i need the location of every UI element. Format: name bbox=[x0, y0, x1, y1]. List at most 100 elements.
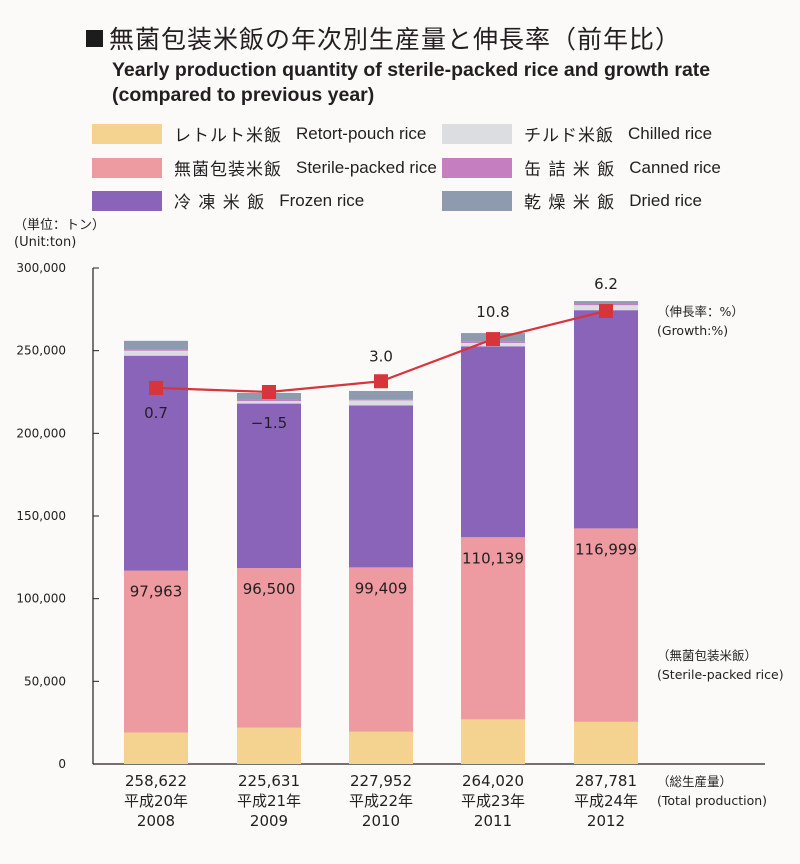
bar-segment-frozen-rice bbox=[574, 310, 638, 529]
y-tick-label: 0 bbox=[58, 757, 66, 771]
chart-title-english-line1: Yearly production quantity of sterile-pa… bbox=[112, 59, 711, 81]
chart-title-english-line2: (compared to previous year) bbox=[112, 84, 375, 106]
x-tick-label-jp: 平成20年 bbox=[124, 792, 188, 810]
y-tick-label: 200,000 bbox=[16, 426, 66, 440]
y-axis-ticks: 0 50,000 100,000 150,000 200,000 250,000 300,0… bbox=[16, 261, 99, 771]
bar-segment-frozen-rice bbox=[237, 403, 301, 569]
sterile-annotation-en: (Sterile-packed rice) bbox=[657, 667, 784, 682]
y-tick-label: 50,000 bbox=[24, 674, 66, 688]
y-tick-label: 150,000 bbox=[16, 509, 66, 523]
bar-segment-chilled-rice bbox=[124, 350, 188, 356]
bar-segment-sterile-packed-rice bbox=[237, 568, 301, 728]
bar-segment-retort-pouch-rice bbox=[574, 721, 638, 764]
bar-segment-sterile-packed-rice bbox=[349, 567, 413, 732]
bar-segment-dried-rice bbox=[349, 390, 413, 400]
legend-label-en: Canned rice bbox=[629, 157, 721, 177]
growth-value-label: 3.0 bbox=[369, 347, 393, 365]
legend-item-retort: レトルト米飯 Retort-pouch rice bbox=[92, 121, 426, 146]
total-annotation-jp: （総生産量） bbox=[657, 774, 732, 789]
side-annotations: （伸長率：%） (Growth:%) （無菌包装米飯） (Sterile-pac… bbox=[657, 304, 784, 808]
legend-label-en: Chilled rice bbox=[628, 123, 713, 143]
bar-segment-sterile-packed-rice bbox=[461, 537, 525, 720]
growth-marker bbox=[486, 332, 500, 347]
legend-label-jp: 缶 詰 米 飯 bbox=[524, 160, 616, 180]
bar-segment-canned-rice bbox=[124, 349, 188, 351]
bar-segment-chilled-rice bbox=[349, 400, 413, 406]
growth-value-label: −1.5 bbox=[251, 414, 287, 432]
legend-item-chilled: チルド米飯 Chilled rice bbox=[442, 121, 712, 146]
x-axis-labels: 258,622 平成20年 2008 225,631 平成21年 2009 227,952 平… bbox=[124, 772, 638, 830]
sterile-value-label: 110,139 bbox=[462, 549, 524, 567]
bar-segment-retort-pouch-rice bbox=[237, 727, 301, 764]
bar-segment-retort-pouch-rice bbox=[349, 731, 413, 764]
x-tick-label-year: 2012 bbox=[587, 812, 625, 830]
sterile-annotation-jp: （無菌包装米飯） bbox=[657, 648, 757, 663]
legend-item-dried: 乾 燥 米 飯 Dried rice bbox=[442, 188, 702, 213]
legend-swatch-chilled bbox=[442, 123, 512, 144]
growth-value-label: 6.2 bbox=[594, 275, 618, 293]
legend-swatch-frozen bbox=[92, 190, 162, 211]
unit-label-en: (Unit:ton) bbox=[14, 235, 77, 250]
growth-marker bbox=[374, 374, 388, 389]
legend-label-en: Frozen rice bbox=[279, 190, 365, 210]
bar-segment-sterile-packed-rice bbox=[124, 570, 188, 733]
y-tick-label: 300,000 bbox=[16, 261, 66, 275]
legend-label-jp: 無菌包装米飯 bbox=[174, 160, 282, 180]
bar-segment-chilled-rice bbox=[237, 401, 301, 404]
bar-segment-dried-rice bbox=[124, 340, 188, 350]
bar-segment-canned-rice bbox=[349, 399, 413, 401]
x-tick-label-jp: 平成24年 bbox=[574, 792, 638, 810]
total-production-label: 287,781 bbox=[575, 772, 637, 790]
x-tick-label-year: 2011 bbox=[474, 812, 512, 830]
bar-segment-retort-pouch-rice bbox=[461, 719, 525, 764]
bar-segment-retort-pouch-rice bbox=[124, 732, 188, 764]
legend-item-frozen: 冷 凍 米 飯 Frozen rice bbox=[92, 188, 364, 213]
growth-annotation-en: (Growth:%) bbox=[657, 323, 728, 338]
sterile-value-label: 99,409 bbox=[355, 579, 408, 597]
x-tick-label-jp: 平成23年 bbox=[461, 792, 525, 810]
growth-value-label: 10.8 bbox=[476, 303, 509, 321]
growth-marker bbox=[149, 380, 163, 395]
title-bullet-icon bbox=[86, 29, 103, 47]
growth-marker bbox=[262, 385, 276, 399]
legend-swatch-sterile bbox=[92, 157, 162, 178]
chart-axes bbox=[92, 268, 765, 765]
growth-annotation-jp: （伸長率：%） bbox=[657, 304, 744, 319]
y-tick-label: 100,000 bbox=[16, 592, 66, 606]
bar-segment-sterile-packed-rice bbox=[574, 528, 638, 722]
bar-segment-dried-rice bbox=[574, 301, 638, 304]
unit-label-jp: （単位：トン） bbox=[14, 218, 106, 233]
y-tick-label: 250,000 bbox=[16, 344, 66, 358]
total-production-label: 258,622 bbox=[125, 772, 187, 790]
x-tick-label-jp: 平成21年 bbox=[237, 792, 301, 810]
legend-label-en: Dried rice bbox=[629, 190, 702, 210]
legend-label-en: Sterile-packed rice bbox=[296, 157, 437, 177]
bar-segment-frozen-rice bbox=[461, 346, 525, 538]
total-production-label: 264,020 bbox=[462, 772, 524, 790]
x-tick-label-year: 2008 bbox=[137, 812, 175, 830]
legend-swatch-dried bbox=[442, 190, 512, 211]
growth-line: 0.7 −1.5 3.0 10.8 6.2 bbox=[144, 275, 618, 432]
chart-title-japanese-text: 無菌包装米飯の年次別生産量と伸長率（前年比） bbox=[109, 25, 682, 54]
total-production-label: 227,952 bbox=[350, 772, 412, 790]
legend-label-jp: 冷 凍 米 飯 bbox=[174, 193, 266, 213]
bar-segment-canned-rice bbox=[237, 399, 301, 402]
sterile-value-label: 96,500 bbox=[243, 580, 296, 598]
bar-segment-frozen-rice bbox=[349, 405, 413, 568]
sterile-value-labels: 97,963 96,500 99,409 110,139 116,999 bbox=[130, 540, 637, 600]
growth-marker bbox=[599, 303, 613, 318]
x-tick-label-year: 2010 bbox=[362, 812, 400, 830]
sterile-value-label: 97,963 bbox=[130, 583, 183, 601]
x-tick-label-jp: 平成22年 bbox=[349, 792, 413, 810]
legend-label-jp: レトルト米飯 bbox=[174, 126, 282, 146]
total-production-label: 225,631 bbox=[238, 772, 300, 790]
legend-swatch-canned bbox=[442, 157, 512, 178]
legend-label-en: Retort-pouch rice bbox=[296, 123, 427, 143]
bar-stacks bbox=[124, 301, 638, 764]
chart-title-english: Yearly production quantity of sterile-pa… bbox=[112, 58, 792, 108]
legend-item-sterile: 無菌包装米飯 Sterile-packed rice bbox=[92, 155, 437, 180]
sterile-value-label: 116,999 bbox=[575, 540, 637, 558]
growth-value-label: 0.7 bbox=[144, 404, 168, 422]
legend-item-canned: 缶 詰 米 飯 Canned rice bbox=[442, 155, 721, 180]
